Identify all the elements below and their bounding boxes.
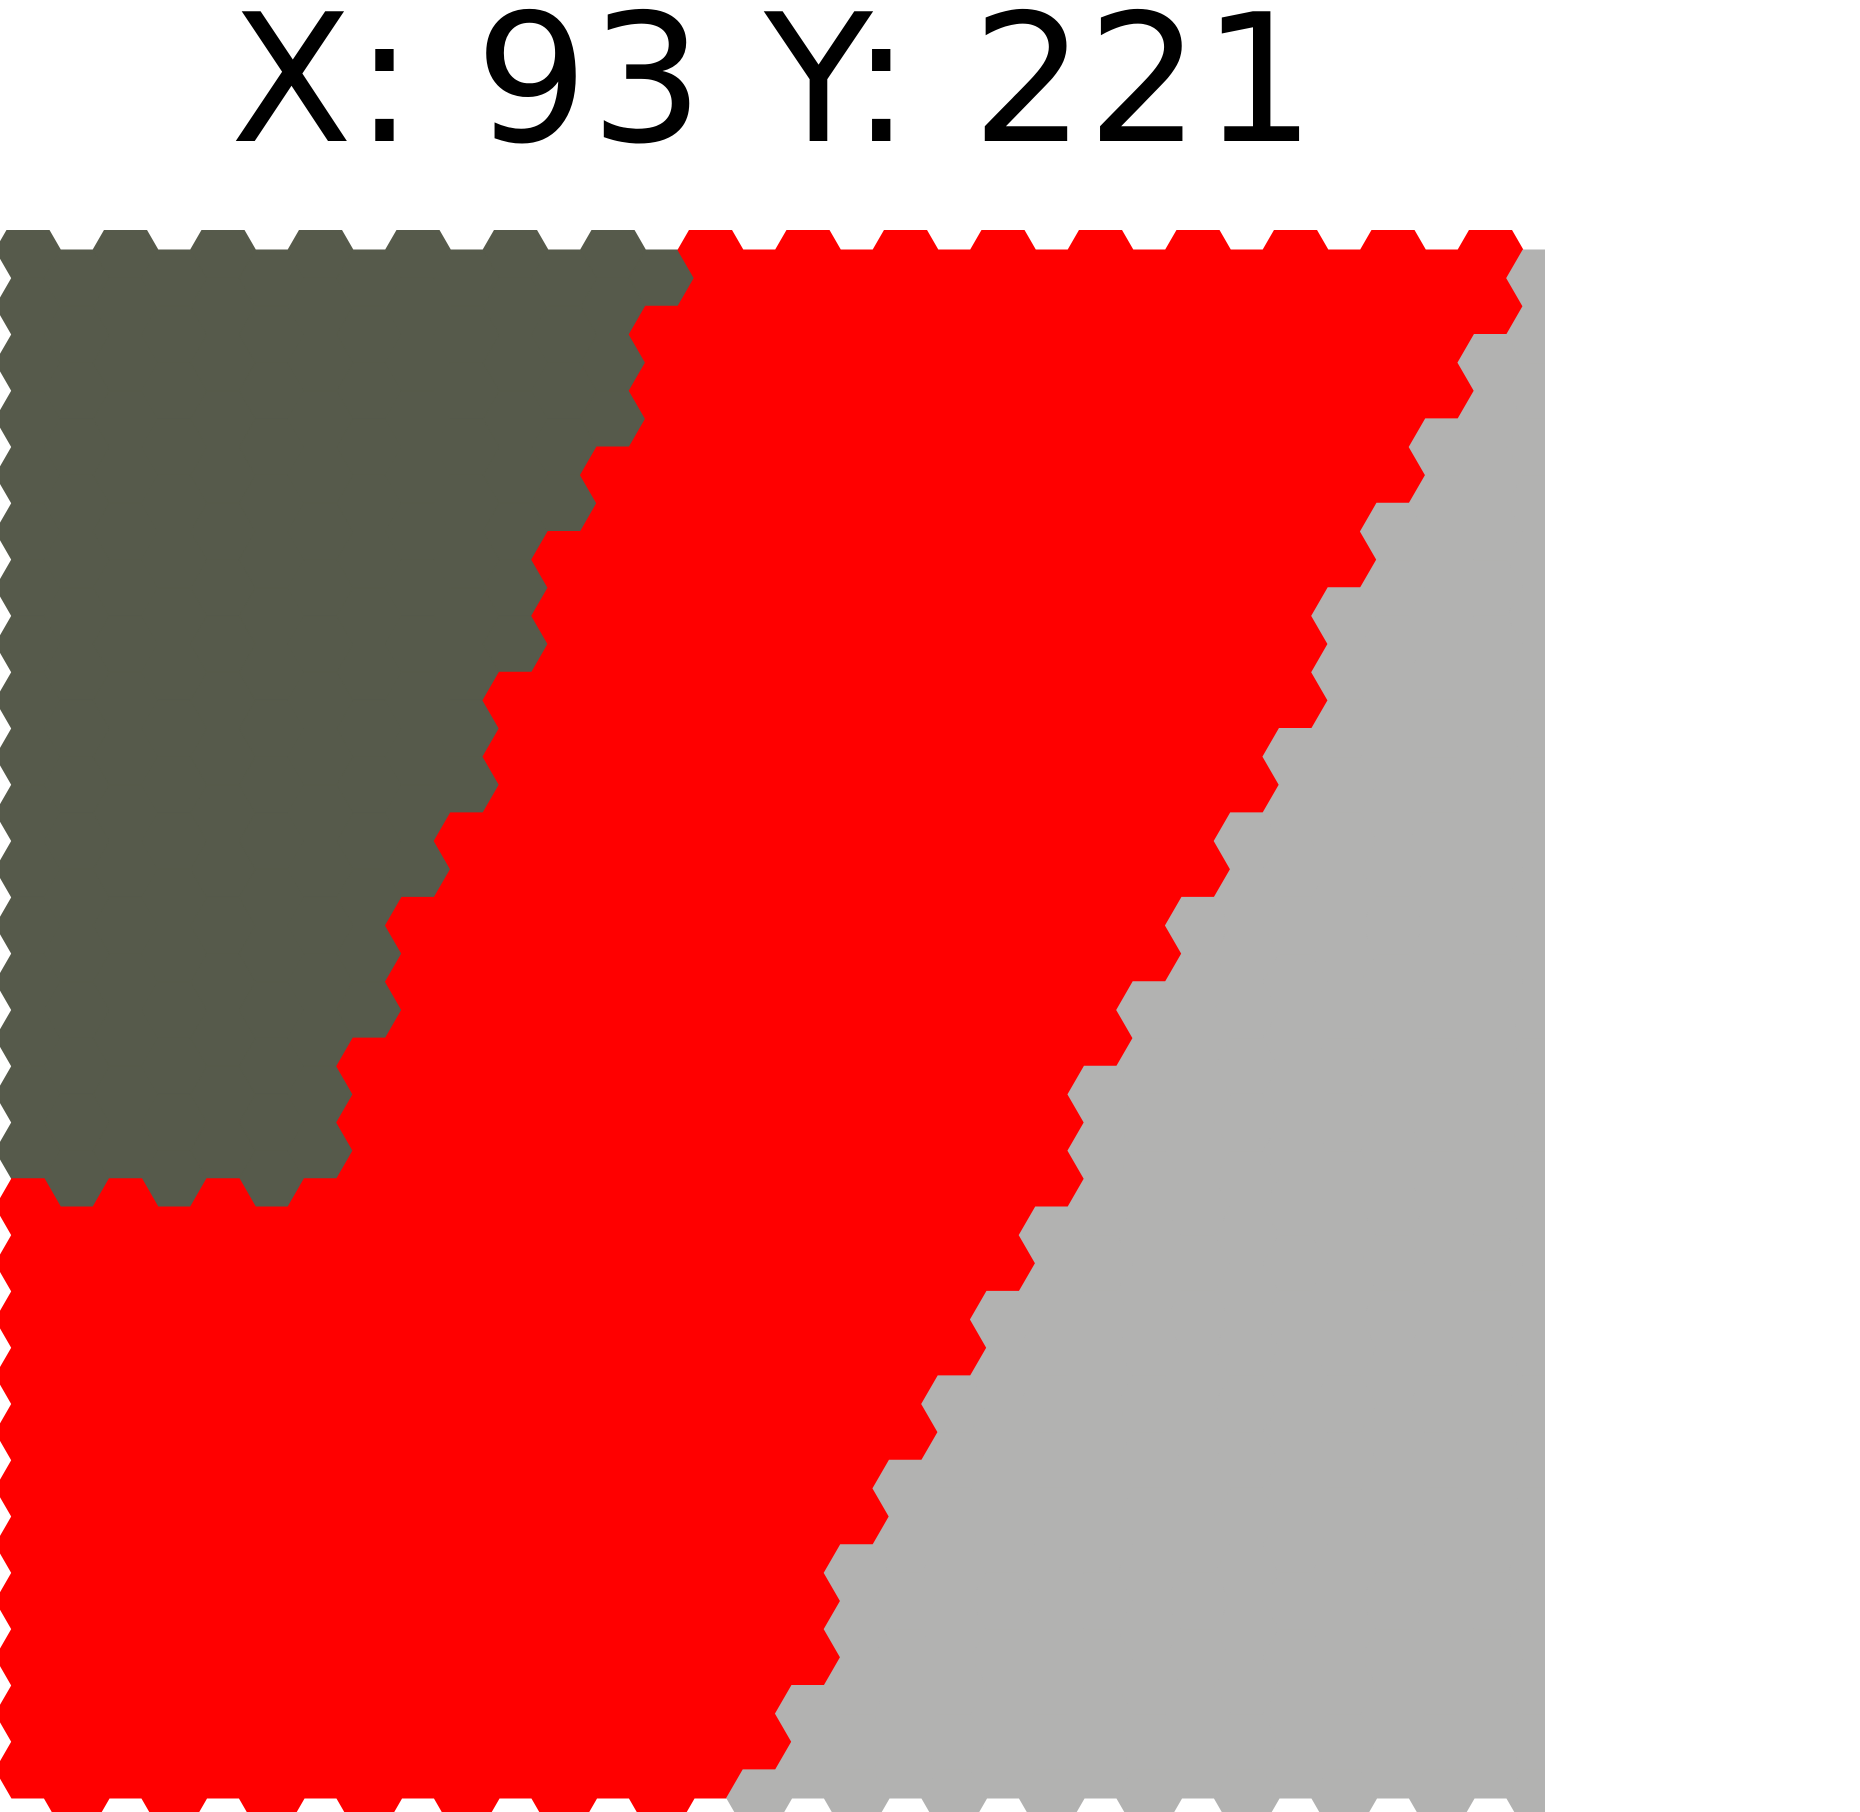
gray-hex <box>1506 1656 1545 1715</box>
red-region <box>0 230 1524 1812</box>
gray-hex <box>1506 362 1545 420</box>
coordinate-title: X: 93 Y: 221 <box>0 0 1548 169</box>
gray-hex <box>1556 1123 1621 1179</box>
x-label: X: <box>230 0 417 183</box>
gray-hex <box>1506 981 1545 1039</box>
gray-hex <box>1556 222 1621 278</box>
gray-hex <box>1506 699 1545 758</box>
gray-hex <box>1556 1404 1621 1460</box>
gray-hex <box>1556 503 1621 559</box>
gray-hex <box>1506 1093 1545 1152</box>
gray-hex <box>1506 249 1545 307</box>
gray-hex <box>1506 474 1545 532</box>
gray-hex <box>1556 1742 1621 1798</box>
gray-hex <box>1556 1517 1621 1573</box>
gray-hex <box>1506 530 1545 589</box>
gray-hex <box>1556 391 1621 447</box>
gray-hex <box>1556 841 1621 897</box>
gray-hex <box>1556 728 1621 784</box>
gray-hex <box>1556 1179 1621 1235</box>
gray-hex <box>1506 305 1545 364</box>
gray-hex <box>1556 334 1621 390</box>
gray-hex <box>1506 1206 1545 1264</box>
gray-hex <box>1556 1460 1621 1516</box>
y-label: Y: <box>764 0 914 183</box>
gray-hex <box>1556 447 1621 503</box>
gray-hex <box>1506 1150 1545 1208</box>
gray-hex <box>1506 1713 1545 1771</box>
dark-olive-region <box>0 230 695 1208</box>
gray-hex <box>1556 785 1621 841</box>
gray-hex <box>1506 1544 1545 1602</box>
gray-hex <box>1556 278 1621 334</box>
gray-hex <box>1556 616 1621 672</box>
gray-hex <box>1506 1375 1545 1433</box>
gray-hex <box>1506 868 1545 926</box>
x-value: 93 <box>475 0 706 183</box>
gray-hex <box>1506 1319 1545 1377</box>
y-value: 221 <box>971 0 1318 183</box>
gray-hex <box>1506 812 1545 870</box>
gray-hex <box>1506 1600 1545 1658</box>
gray-hex <box>1506 643 1545 701</box>
gray-hex <box>1556 1010 1621 1066</box>
gray-hex <box>1556 1066 1621 1122</box>
gray-hex <box>1506 1431 1545 1489</box>
gray-hex <box>1506 587 1545 645</box>
gray-hex <box>1556 897 1621 953</box>
gray-hex <box>1556 1291 1621 1347</box>
gray-hex <box>1556 1629 1621 1685</box>
gray-hex <box>1506 1769 1545 1812</box>
gray-hex <box>1556 672 1621 728</box>
gray-hex <box>1556 1348 1621 1404</box>
gray-hex <box>1506 418 1545 476</box>
gray-hex <box>1506 1262 1545 1321</box>
gray-hex <box>1506 1037 1545 1095</box>
gray-hex <box>1556 560 1621 616</box>
gray-hex <box>1556 954 1621 1010</box>
gray-hex <box>1556 1235 1621 1291</box>
gray-hex <box>1506 756 1545 814</box>
gray-region <box>726 222 1621 1812</box>
gray-hex <box>1506 1487 1545 1546</box>
gray-hex <box>1556 1573 1621 1629</box>
gray-hex <box>1556 1685 1621 1741</box>
gray-hex <box>1506 925 1545 983</box>
